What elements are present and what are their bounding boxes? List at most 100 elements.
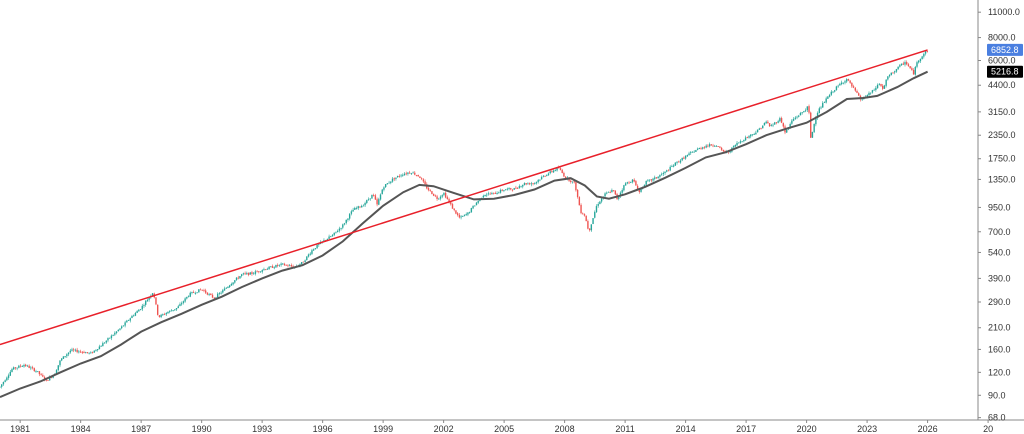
candle-up: [508, 188, 510, 189]
candle-up: [191, 292, 193, 293]
candle-down: [636, 185, 639, 190]
candle-up: [779, 118, 781, 122]
candle-up: [684, 155, 687, 159]
x-tick-label: 2020: [797, 424, 817, 434]
candle-down: [213, 297, 215, 299]
candle-up: [174, 309, 176, 311]
candle-down: [158, 315, 161, 317]
candle-down: [700, 147, 702, 149]
candle-up: [803, 111, 805, 113]
candle-up: [691, 151, 694, 153]
y-tick-label: 90.0: [988, 390, 1006, 400]
candle-up: [834, 90, 836, 92]
candle-up: [30, 367, 32, 369]
candle-up: [364, 203, 366, 206]
candle-down: [244, 273, 246, 275]
candle-down: [719, 146, 721, 148]
candle-up: [330, 236, 332, 238]
plot-area[interactable]: [0, 49, 929, 399]
candle-up: [729, 151, 731, 153]
y-tick-label: 68.0: [988, 413, 1006, 423]
candle-up: [388, 182, 390, 184]
candle-up: [796, 116, 798, 118]
candle-up: [261, 270, 263, 272]
candle-up: [606, 192, 608, 194]
candle-up: [381, 189, 383, 195]
candle-down: [429, 190, 431, 191]
candle-down: [201, 289, 203, 291]
candle-up: [88, 352, 90, 354]
candle-down: [856, 90, 858, 93]
candle-down: [858, 93, 860, 96]
candle-up: [474, 205, 476, 207]
candle-up: [499, 189, 502, 193]
candle-down: [564, 176, 567, 179]
candle-up: [400, 175, 402, 177]
candle-up: [407, 172, 409, 174]
candle-up: [49, 377, 51, 381]
candle-up: [686, 155, 689, 157]
candle-up: [542, 175, 545, 177]
candle-up: [811, 131, 814, 138]
candle-down: [417, 174, 419, 177]
candle-up: [345, 219, 347, 223]
price-badges: 6852.8 5216.8: [987, 43, 1023, 78]
candle-up: [143, 305, 145, 307]
candle-up: [660, 174, 663, 176]
candle-up: [506, 188, 509, 190]
candle-up: [355, 207, 358, 209]
x-tick-label: 2017: [736, 424, 756, 434]
candle-up: [316, 244, 318, 249]
candle-up: [734, 144, 737, 147]
candle-down: [444, 192, 447, 198]
candle-down: [494, 193, 497, 194]
candle-up: [390, 181, 392, 183]
x-tick-label: 2023: [857, 424, 877, 434]
candle-up: [98, 346, 101, 350]
y-tick-label: 950.0: [988, 202, 1011, 212]
y-tick-label: 4400.0: [988, 80, 1016, 90]
candle-up: [67, 352, 70, 355]
y-tick-label: 210.0: [988, 323, 1011, 333]
candle-down: [515, 187, 517, 189]
candle-up: [136, 311, 138, 313]
candle-up: [523, 183, 526, 186]
candle-down: [707, 145, 709, 147]
candle-up: [619, 192, 622, 197]
candle-up: [708, 144, 711, 147]
candle-up: [472, 206, 474, 209]
candle-up: [59, 360, 61, 366]
candle-up: [410, 173, 413, 175]
candle-up: [35, 371, 37, 372]
candle-up: [738, 142, 740, 144]
candle-up: [306, 256, 308, 261]
candle-down: [432, 193, 435, 196]
candle-up: [815, 117, 817, 125]
candle-up: [268, 266, 270, 270]
candle-down: [31, 367, 34, 369]
candle-down: [780, 118, 783, 123]
candle-down: [76, 349, 78, 353]
candle-down: [163, 314, 166, 316]
candle-up: [695, 150, 697, 152]
candle-up: [748, 136, 750, 138]
candle-up: [55, 369, 58, 374]
x-tick-label: 2026: [918, 424, 938, 434]
candle-up: [503, 190, 505, 191]
candle-down: [532, 183, 534, 185]
candle-down: [638, 190, 641, 192]
candle-down: [911, 68, 913, 71]
candle-up: [144, 301, 147, 305]
candle-up: [282, 263, 284, 265]
candle-up: [16, 367, 18, 369]
candle-down: [91, 352, 94, 353]
candle-up: [64, 356, 66, 357]
x-tick-label: 1981: [10, 424, 30, 434]
candle-down: [81, 351, 83, 353]
candle-up: [640, 189, 642, 192]
candle-up: [552, 170, 555, 173]
candle-up: [196, 292, 198, 294]
candle-up: [441, 195, 443, 197]
candle-up: [71, 349, 73, 351]
